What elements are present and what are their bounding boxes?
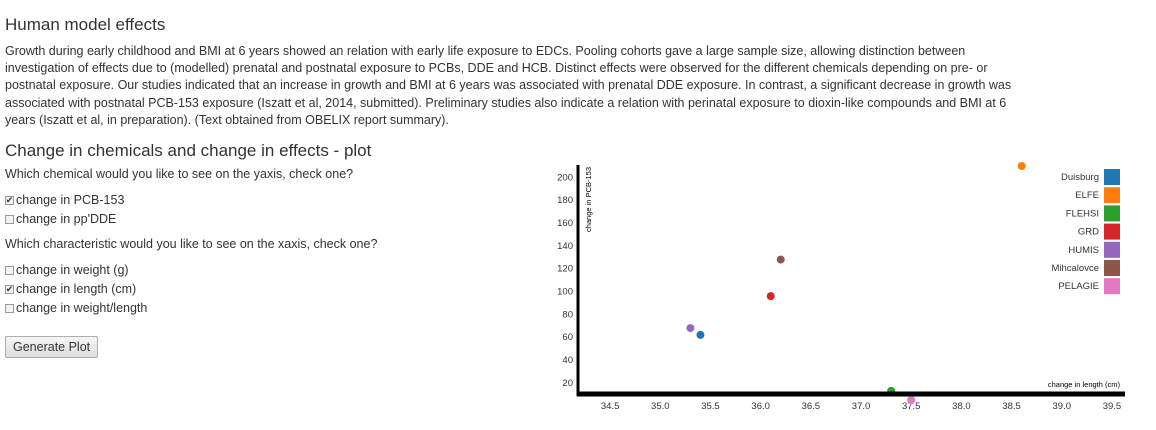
legend-label-elfe: ELFE	[1075, 190, 1099, 201]
x-tick-label: 34.5	[601, 401, 620, 412]
x-tick-label: 38.5	[1002, 401, 1021, 412]
legend-label-pelagie: PELAGIE	[1058, 281, 1099, 292]
x-tick-label: 36.0	[751, 401, 770, 412]
data-point-pelagie	[907, 395, 916, 404]
checkbox-length[interactable]: ✔ change in length (cm)	[5, 282, 136, 296]
y-tick-label: 120	[557, 264, 573, 275]
y-tick-label: 140	[557, 241, 573, 252]
y-tick-label: 180	[557, 195, 573, 206]
x-tick-label: 39.0	[1053, 401, 1072, 412]
checkbox-pcb153-box[interactable]: ✔	[5, 194, 14, 205]
legend-swatch-mihcalovce	[1104, 260, 1120, 276]
legend-swatch-duisburg	[1104, 169, 1120, 185]
checkbox-pcb153-label: change in PCB-153	[16, 193, 125, 207]
generate-plot-button[interactable]: Generate Plot	[5, 336, 99, 358]
checkbox-length-label: change in length (cm)	[16, 282, 137, 296]
data-point-grd	[766, 292, 775, 301]
x-axis-label: change in length (cm)	[1048, 380, 1121, 389]
checkbox-weight-length[interactable]: change in weight/length	[5, 301, 147, 315]
legend-label-mihcalovce: Mihcalovce	[1051, 263, 1099, 274]
y-tick-label: 100	[557, 287, 573, 298]
checkbox-weight[interactable]: change in weight (g)	[5, 263, 129, 277]
description-text: Growth during early childhood and BMI at…	[5, 44, 1012, 127]
checkbox-weight-length-box[interactable]	[5, 303, 14, 313]
checkbox-weight-label: change in weight (g)	[16, 263, 129, 277]
legend-swatch-flehsi	[1104, 205, 1120, 222]
legend-swatch-pelagie	[1104, 278, 1120, 295]
y-tick-label: 200	[557, 172, 573, 183]
plot-section-title: Change in chemicals and change in effect…	[5, 141, 372, 160]
data-point-mihcalovce	[776, 255, 785, 264]
y-tick-label: 20	[562, 378, 573, 389]
checkbox-weight-length-label: change in weight/length	[16, 301, 148, 315]
page-title: Human model effects	[5, 15, 166, 34]
legend-label-flehsi: FLEHSI	[1066, 208, 1099, 219]
x-tick-label: 36.5	[802, 401, 821, 412]
yaxis-question: Which chemical would you like to see on …	[5, 167, 354, 181]
checkbox-pcb153[interactable]: ✔ change in PCB-153	[5, 193, 124, 207]
data-point-duisburg	[696, 330, 705, 339]
y-tick-label: 40	[562, 355, 573, 366]
x-tick-label: 37.5	[902, 401, 921, 412]
legend-swatch-elfe	[1104, 187, 1120, 204]
y-axis-label: change in PCB-153	[584, 167, 593, 232]
data-point-elfe	[1017, 162, 1026, 170]
legend-label-grd: GRD	[1078, 227, 1099, 238]
x-tick-label: 38.0	[952, 401, 971, 412]
checkbox-weight-box[interactable]	[5, 265, 14, 275]
x-tick-label: 35.0	[651, 401, 670, 412]
checkbox-ppdde-box[interactable]	[5, 214, 14, 224]
y-tick-label: 160	[557, 218, 573, 229]
x-tick-label: 35.5	[701, 401, 720, 412]
y-tick-label: 80	[562, 309, 573, 320]
x-tick-label: 37.0	[852, 401, 871, 412]
legend-label-duisburg: Duisburg	[1061, 172, 1099, 183]
legend-swatch-humis	[1104, 241, 1120, 258]
legend-label-humis: HUMIS	[1068, 245, 1099, 256]
checkbox-ppdde-label: change in pp'DDE	[16, 212, 117, 226]
y-tick-label: 60	[562, 332, 573, 343]
x-tick-label: 39.5	[1103, 401, 1122, 412]
checkbox-ppdde[interactable]: change in pp'DDE	[5, 212, 116, 226]
data-point-humis	[686, 324, 695, 333]
xaxis-question: Which characteristic would you like to s…	[5, 237, 378, 251]
legend-swatch-grd	[1104, 223, 1120, 240]
checkbox-length-box[interactable]: ✔	[5, 283, 14, 294]
